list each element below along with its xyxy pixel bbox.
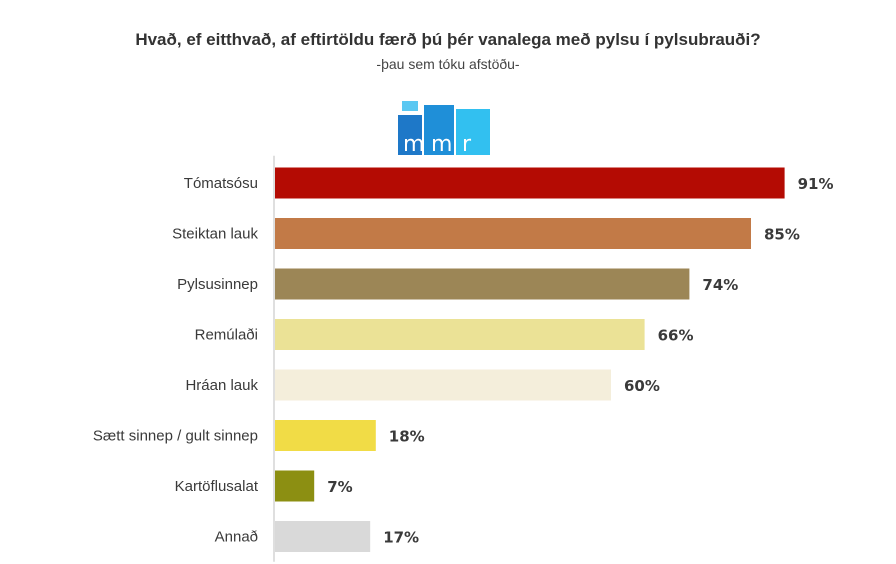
bar-1 bbox=[275, 167, 785, 199]
bar-6 bbox=[275, 420, 376, 451]
value-label: 60% bbox=[624, 377, 660, 395]
category-label: Pylsusinnep bbox=[177, 276, 258, 293]
chart-title: Hvað, ef eitthvað, af eftirtöldu færð þú… bbox=[135, 30, 761, 49]
svg-text:m: m bbox=[431, 132, 452, 155]
value-label: 85% bbox=[764, 226, 800, 244]
bar-2 bbox=[275, 218, 751, 249]
category-label: Hráan lauk bbox=[185, 377, 258, 394]
bar-3 bbox=[275, 268, 690, 300]
bar-4 bbox=[275, 319, 645, 350]
category-label: Kartöflusalat bbox=[175, 478, 259, 495]
value-label: 74% bbox=[702, 276, 738, 294]
mmr-logo: m m r bbox=[398, 101, 490, 155]
category-label: Steiktan lauk bbox=[172, 226, 258, 243]
bar-8 bbox=[275, 521, 371, 552]
svg-text:r: r bbox=[462, 132, 472, 155]
bar-7 bbox=[275, 470, 315, 502]
svg-text:m: m bbox=[403, 132, 424, 155]
value-label: 18% bbox=[389, 428, 425, 446]
category-label: Tómatsósu bbox=[184, 175, 258, 192]
chart-subtitle: -þau sem tóku afstöðu- bbox=[376, 56, 520, 72]
value-label: 17% bbox=[383, 529, 419, 547]
value-label: 91% bbox=[798, 175, 834, 193]
bar-5 bbox=[275, 369, 611, 401]
value-label: 66% bbox=[658, 327, 694, 345]
category-label: Remúlaði bbox=[195, 327, 258, 344]
category-label: Annað bbox=[215, 529, 258, 546]
value-label: 7% bbox=[327, 478, 352, 496]
category-label: Sætt sinnep / gult sinnep bbox=[93, 428, 258, 445]
